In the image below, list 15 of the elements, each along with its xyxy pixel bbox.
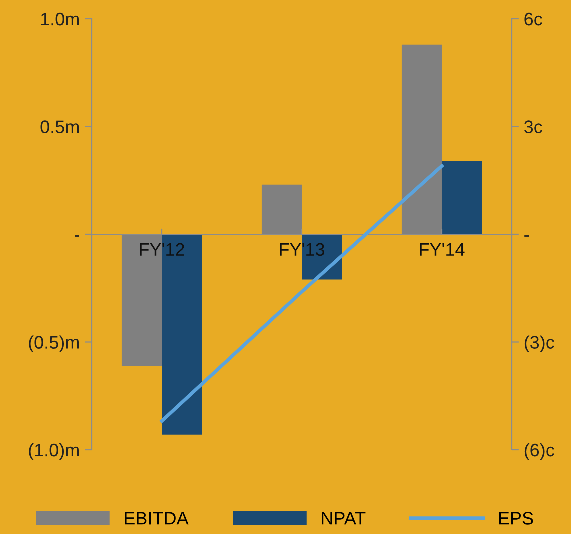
bar — [442, 161, 482, 234]
y-tick-label: (1.0)m — [29, 443, 80, 460]
y2-tick-label: 3c — [524, 120, 542, 134]
y2-tick-label: (6)c — [524, 443, 554, 460]
x-tick-label: FY'14 — [420, 243, 465, 256]
y2-tick-label: 6c — [524, 12, 542, 26]
y-tick-label: - — [74, 236, 80, 237]
y-tick-label: (0.5)m — [29, 336, 80, 353]
legend-label: NPAT — [322, 512, 366, 525]
y-tick-label: 0.5m — [40, 120, 80, 134]
legend-label: EBITDA — [125, 512, 189, 525]
y-tick-label: 1.0m — [41, 12, 80, 26]
y2-tick-label: - — [524, 236, 530, 237]
y2-tick-label: (3)c — [524, 336, 554, 353]
legend-label: EPS — [499, 512, 534, 525]
